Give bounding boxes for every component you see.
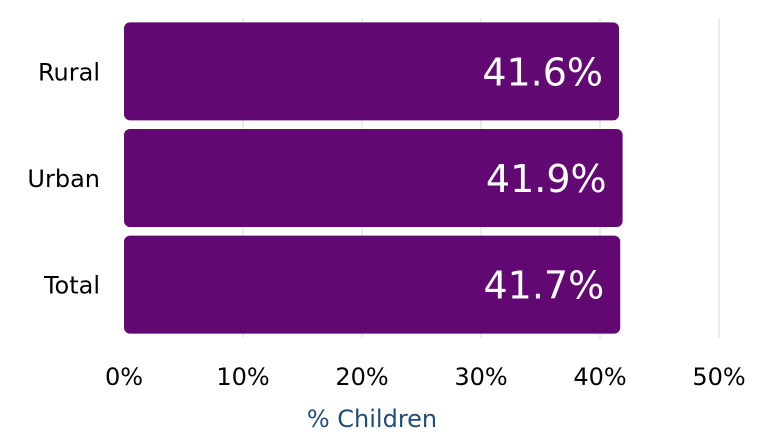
x-tick-label: 50% (692, 363, 745, 391)
category-labels: Rural Urban Total (27, 58, 100, 299)
x-tick-label: 20% (335, 363, 388, 391)
x-tick-label: 10% (216, 363, 269, 391)
bar-rural (124, 22, 620, 121)
category-label: Total (43, 272, 100, 300)
category-label: Urban (27, 165, 100, 193)
x-axis-title: % Children (307, 405, 437, 433)
bar-value-label: 41.7% (484, 264, 605, 308)
bars (124, 22, 623, 334)
x-tick-label: 30% (454, 363, 507, 391)
bar-value-label: 41.6% (482, 50, 603, 94)
bar-total (124, 235, 621, 334)
x-axis-tick-labels: 0% 10% 20% 30% 40% 50% (105, 363, 746, 391)
bar-urban (124, 129, 623, 227)
x-tick-label: 0% (105, 363, 143, 391)
bar-value-labels: 41.6% 41.9% 41.7% (482, 50, 606, 307)
category-label: Rural (38, 58, 100, 86)
x-tick-label: 40% (573, 363, 626, 391)
bar-value-label: 41.9% (486, 157, 607, 201)
